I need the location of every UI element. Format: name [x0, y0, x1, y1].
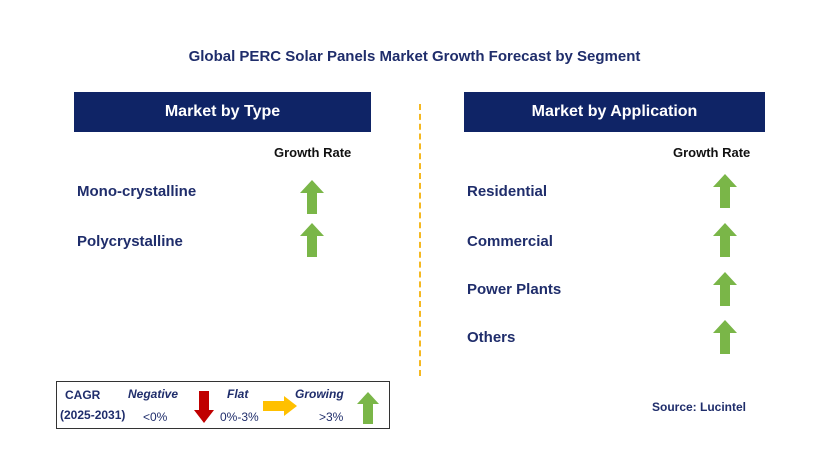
flat-arrow-icon	[263, 396, 297, 416]
growing-arrow-icon	[713, 272, 737, 306]
type-row-label: Polycrystalline	[77, 233, 183, 250]
growing-arrow-icon	[300, 180, 324, 214]
chart-title: Global PERC Solar Panels Market Growth F…	[188, 48, 641, 65]
market-by-application-header: Market by Application	[464, 92, 765, 132]
application-row-label: Residential	[467, 183, 548, 200]
cagr-legend: CAGR (2025-2031) Negative <0% Flat 0%-3%…	[56, 381, 390, 429]
legend-cagr-label: CAGR	[65, 388, 101, 402]
market-by-type-header: Market by Type	[74, 92, 371, 132]
growing-arrow-icon	[713, 320, 737, 354]
application-row-label: Commercial	[467, 233, 553, 250]
legend-growing-range: >3%	[319, 410, 344, 424]
application-growth-rate-label: Growth Rate	[673, 145, 751, 160]
growing-arrow-icon	[300, 223, 324, 257]
application-row-label: Power Plants	[467, 281, 562, 298]
type-growth-rate-label: Growth Rate	[274, 145, 352, 160]
legend-negative-range: <0%	[143, 410, 168, 424]
growing-arrow-icon	[713, 223, 737, 257]
legend-growing-label: Growing	[295, 387, 344, 401]
center-divider	[419, 104, 421, 376]
type-row-label: Mono-crystalline	[77, 183, 197, 200]
application-row-label: Others	[467, 329, 516, 346]
negative-arrow-icon	[194, 391, 214, 423]
legend-negative-label: Negative	[128, 387, 179, 401]
growing-arrow-icon	[357, 392, 379, 424]
source-note: Source: Lucintel	[652, 400, 747, 414]
legend-flat-range: 0%-3%	[220, 410, 259, 424]
legend-flat-label: Flat	[227, 387, 249, 401]
growing-arrow-icon	[713, 174, 737, 208]
legend-years-label: (2025-2031)	[60, 408, 126, 422]
